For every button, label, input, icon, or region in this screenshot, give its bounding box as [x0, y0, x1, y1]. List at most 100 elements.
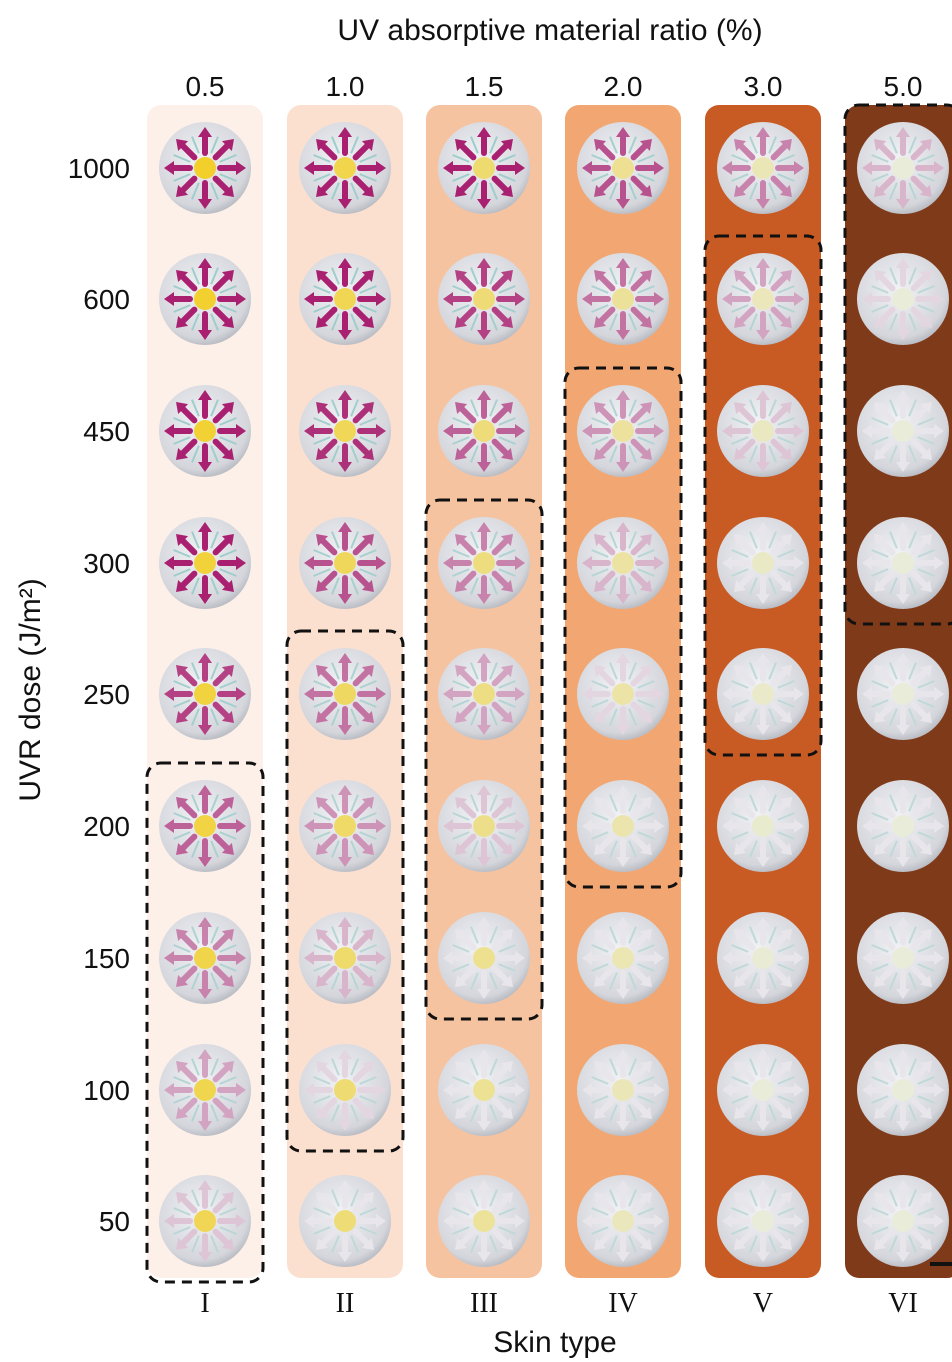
panel-grid: 0.5I1.0II1.5III2.0IV3.0V5.0VI10006004503…	[68, 71, 952, 1319]
dose-label: 200	[83, 811, 130, 842]
sensor-disc	[438, 780, 530, 872]
center-dot	[473, 947, 495, 969]
dose-label: 100	[83, 1075, 130, 1106]
sensor-disc	[438, 912, 530, 1004]
center-dot	[194, 157, 216, 179]
sensor-disc	[577, 1175, 669, 1267]
center-dot	[752, 420, 774, 442]
center-dot	[612, 683, 634, 705]
sensor-disc	[159, 385, 251, 477]
sensor-disc	[857, 253, 949, 345]
sensor-disc	[857, 780, 949, 872]
center-dot	[194, 420, 216, 442]
sensor-disc	[299, 1044, 391, 1136]
sensor-disc	[717, 648, 809, 740]
skin-type-label: I	[200, 1288, 209, 1319]
center-dot	[194, 947, 216, 969]
ratio-label: 1.5	[465, 71, 504, 102]
sensor-disc	[857, 385, 949, 477]
center-dot	[612, 288, 634, 310]
dose-label: 250	[83, 679, 130, 710]
center-dot	[473, 1210, 495, 1232]
center-dot	[752, 1210, 774, 1232]
center-dot	[892, 683, 914, 705]
sensor-disc	[577, 385, 669, 477]
skin-type-label: III	[470, 1288, 498, 1319]
sensor-disc	[159, 1175, 251, 1267]
center-dot	[334, 157, 356, 179]
sensor-disc	[857, 1175, 949, 1267]
sensor-disc	[717, 122, 809, 214]
center-dot	[473, 288, 495, 310]
sensor-disc	[717, 385, 809, 477]
figure: UV absorptive material ratio (%) UVR dos…	[0, 0, 952, 1362]
center-dot	[752, 683, 774, 705]
skin-type-label: II	[336, 1288, 355, 1319]
center-dot	[334, 552, 356, 574]
center-dot	[612, 157, 634, 179]
dose-label: 150	[83, 943, 130, 974]
sensor-disc	[857, 122, 949, 214]
center-dot	[334, 815, 356, 837]
sensor-disc	[299, 385, 391, 477]
figure-title: UV absorptive material ratio (%)	[337, 14, 762, 47]
ratio-label: 0.5	[186, 71, 225, 102]
center-dot	[473, 683, 495, 705]
center-dot	[892, 1210, 914, 1232]
sensor-disc	[857, 1044, 949, 1136]
center-dot	[892, 420, 914, 442]
sensor-disc	[438, 648, 530, 740]
center-dot	[194, 552, 216, 574]
skin-type-label: VI	[888, 1288, 918, 1319]
sensor-disc	[299, 253, 391, 345]
center-dot	[334, 1210, 356, 1232]
sensor-disc	[577, 253, 669, 345]
center-dot	[334, 683, 356, 705]
sensor-disc	[717, 1044, 809, 1136]
sensor-disc	[717, 517, 809, 609]
sensor-disc	[438, 517, 530, 609]
sensor-disc	[299, 780, 391, 872]
sensor-disc	[717, 1175, 809, 1267]
ratio-label: 1.0	[326, 71, 365, 102]
center-dot	[473, 552, 495, 574]
center-dot	[612, 552, 634, 574]
skin-type-label: V	[753, 1288, 773, 1319]
sensor-disc	[717, 912, 809, 1004]
sensor-disc	[577, 648, 669, 740]
sensor-disc	[299, 912, 391, 1004]
sensor-disc	[159, 780, 251, 872]
center-dot	[752, 947, 774, 969]
sensor-disc	[857, 648, 949, 740]
sensor-disc	[159, 1044, 251, 1136]
center-dot	[334, 288, 356, 310]
sensor-disc	[717, 253, 809, 345]
sensor-disc	[159, 912, 251, 1004]
dose-label: 450	[83, 416, 130, 447]
dose-label: 50	[99, 1206, 130, 1237]
sensor-disc	[299, 517, 391, 609]
sensor-disc	[857, 912, 949, 1004]
sensor-disc	[438, 1044, 530, 1136]
sensor-disc	[577, 122, 669, 214]
x-axis-label: Skin type	[493, 1326, 616, 1359]
sensor-disc	[438, 385, 530, 477]
sensor-disc	[159, 122, 251, 214]
center-dot	[194, 815, 216, 837]
center-dot	[473, 420, 495, 442]
center-dot	[612, 1079, 634, 1101]
ratio-label: 2.0	[604, 71, 643, 102]
sensor-disc	[159, 517, 251, 609]
y-axis-label: UVR dose (J/m²)	[14, 578, 47, 801]
sensor-disc	[159, 648, 251, 740]
center-dot	[194, 683, 216, 705]
center-dot	[194, 1079, 216, 1101]
skin-type-label: IV	[608, 1288, 638, 1319]
center-dot	[334, 420, 356, 442]
dose-label: 1000	[68, 153, 130, 184]
sensor-disc	[577, 1044, 669, 1136]
sensor-disc	[857, 517, 949, 609]
sensor-disc	[577, 517, 669, 609]
center-dot	[194, 288, 216, 310]
center-dot	[892, 157, 914, 179]
